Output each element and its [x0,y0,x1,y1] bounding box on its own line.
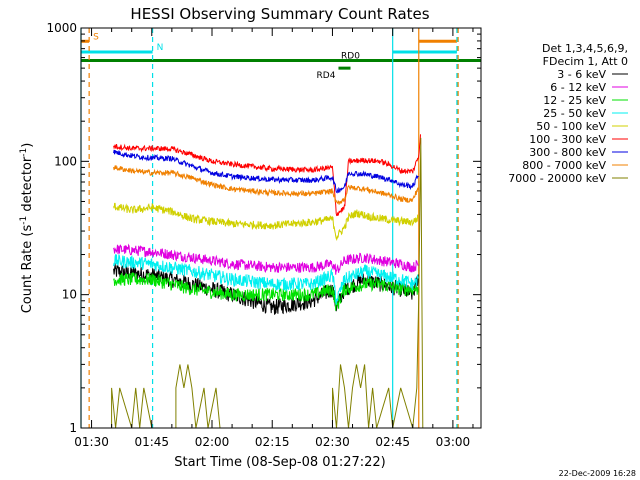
chart-title: HESSI Observing Summary Count Rates [130,5,429,23]
flag-label-rd4: RD4 [317,71,336,81]
plot-frame [80,27,482,429]
y-axis-label: Count Rate (s-1 detector-1) [19,143,35,314]
legend-header-line-1: Det 1,3,4,5,6,9, [542,42,628,55]
y-tick-label: 1 [69,421,77,435]
count-rate-series [81,134,424,429]
x-tick-label: 02:15 [255,435,290,449]
legend-label-25-50-kev: 25 - 50 keV [543,107,606,120]
series-line-12-25-kev [113,272,420,311]
x-tick-label: 02:00 [195,435,230,449]
x-axis: 01:30 01:45 02:00 02:15 02:30 02:45 03:00 [74,28,474,449]
x-tick-label: 02:30 [315,435,350,449]
legend-label-6-12-kev: 6 - 12 keV [550,81,606,94]
instrument-flags: S N RD0 RD4 [81,32,481,81]
legend-label-12-25-kev: 12 - 25 keV [543,94,606,107]
x-tick-label: 01:45 [134,435,169,449]
x-tick-label: 01:30 [74,435,109,449]
series-line-300-800-kev [113,149,419,194]
x-tick-label: 03:00 [436,435,471,449]
legend-header-line-2: FDecim 1, Att 0 [543,55,628,68]
legend: Det 1,3,4,5,6,9, FDecim 1, Att 0 3 - 6 k… [508,42,628,185]
legend-label-7000-20000-kev: 7000 - 20000 keV [508,172,606,185]
series-line-800-7000-kev [113,165,420,205]
y-tick-label: 1000 [46,21,77,35]
x-axis-label: Start Time (08-Sep-08 01:27:22) [174,455,385,470]
flag-label-rd0: RD0 [341,52,360,62]
legend-label-800-7000-kev: 800 - 7000 keV [522,159,606,172]
y-axis: 1 10 100 1000 [46,21,481,435]
y-tick-label: 100 [54,154,77,168]
series-line-100-300-kev [113,134,421,217]
series-line-50-100-kev [113,202,419,241]
legend-label-50-100-kev: 50 - 100 keV [536,120,606,133]
legend-label-100-300-kev: 100 - 300 keV [529,133,606,146]
footer-date: 22-Dec-2009 16:28 [559,469,636,478]
legend-label-3-6-kev: 3 - 6 keV [557,68,606,81]
legend-label-300-800-kev: 300 - 800 keV [529,146,606,159]
flag-label-s: S [93,32,99,42]
y-tick-label: 10 [62,288,77,302]
series-line-25-50-kev [113,254,419,305]
series-line-6-12-kev [113,243,419,275]
x-tick-label: 02:45 [375,435,410,449]
flag-label-n: N [157,43,164,53]
